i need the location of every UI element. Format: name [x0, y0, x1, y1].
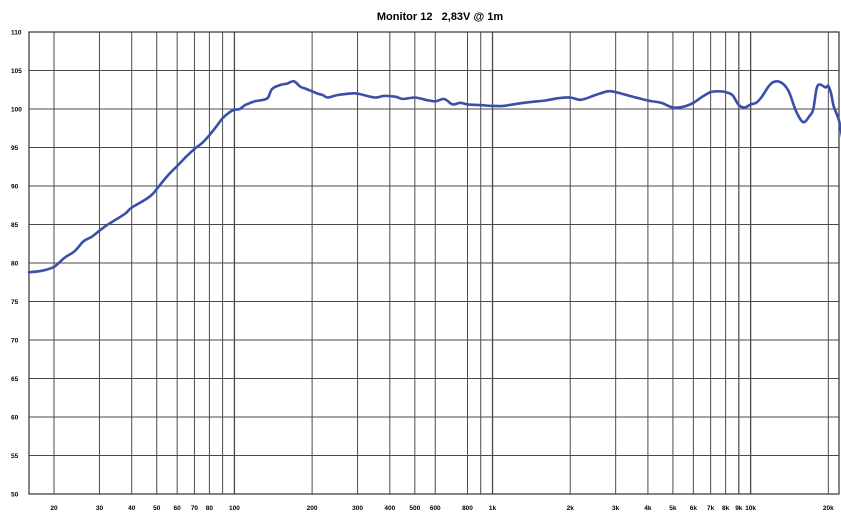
- x-tick-label: 6k: [690, 505, 698, 512]
- series-layer: [27, 79, 841, 274]
- y-tick-label: 95: [11, 145, 19, 152]
- y-tick-label: 75: [11, 299, 19, 306]
- x-tick-label: 7k: [707, 505, 715, 512]
- y-tick-label: 60: [11, 415, 19, 422]
- x-tick-label: 9k: [735, 505, 743, 512]
- x-tick-label: 3k: [612, 505, 620, 512]
- x-tick-label: 800: [462, 505, 473, 512]
- plot-frame: [28, 31, 840, 495]
- y-tick-label: 105: [11, 68, 22, 75]
- x-tick-label: 70: [191, 505, 199, 512]
- y-tick-label: 90: [11, 184, 19, 191]
- y-tick-label: 50: [11, 492, 19, 499]
- y-tick-label: 65: [11, 376, 19, 383]
- y-tick-label: 85: [11, 222, 19, 229]
- x-tick-label: 30: [96, 505, 104, 512]
- grid: [28, 31, 840, 495]
- x-tick-label: 5k: [669, 505, 677, 512]
- x-tick-label: 4k: [644, 505, 652, 512]
- y-tick-label: 110: [11, 30, 22, 37]
- x-tick-label: 8k: [722, 505, 730, 512]
- x-tick-label: 20: [50, 505, 58, 512]
- y-tick-label: 80: [11, 261, 19, 268]
- chart-title: Monitor 12 2,83V @ 1m: [377, 11, 503, 23]
- x-tick-label: 50: [153, 505, 161, 512]
- x-tick-label: 500: [409, 505, 420, 512]
- y-tick-label: 70: [11, 338, 19, 345]
- x-tick-label: 10k: [745, 505, 756, 512]
- x-tick-label: 60: [174, 505, 182, 512]
- y-tick-label: 55: [11, 453, 19, 460]
- series-line: [27, 79, 841, 274]
- x-tick-label: 100: [229, 505, 240, 512]
- y-tick-labels: 110 105 100 95 90 85 80 75 70 65 60 55 50: [11, 30, 22, 499]
- x-tick-label: 20k: [823, 505, 834, 512]
- y-tick-label: 100: [11, 107, 22, 114]
- x-tick-label: 2k: [567, 505, 575, 512]
- x-tick-label: 300: [352, 505, 363, 512]
- x-tick-label: 400: [384, 505, 395, 512]
- x-tick-label: 40: [128, 505, 136, 512]
- x-tick-label: 600: [430, 505, 441, 512]
- x-tick-labels: 20 30 40 50 60 70 80 100 200 300 400 500 600 800 1k 2k 3…: [50, 505, 834, 512]
- x-tick-label: 1k: [489, 505, 497, 512]
- x-tick-label: 200: [307, 505, 318, 512]
- x-tick-label: 80: [206, 505, 214, 512]
